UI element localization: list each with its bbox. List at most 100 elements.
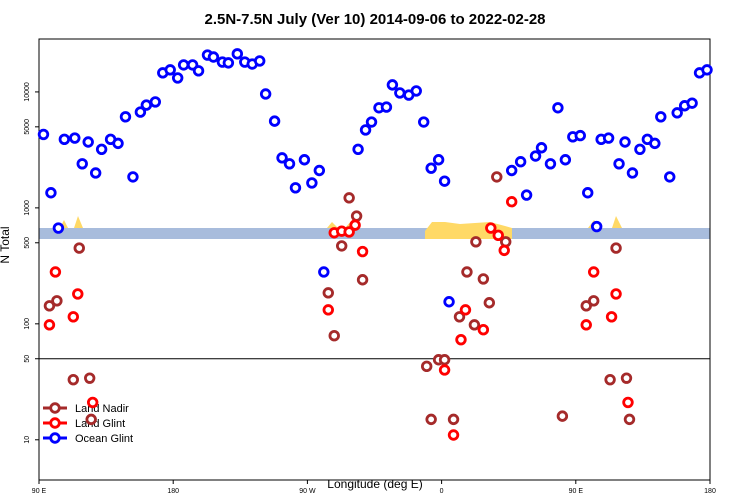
point xyxy=(455,333,467,346)
point xyxy=(447,429,460,441)
point xyxy=(380,101,393,113)
point xyxy=(335,240,348,252)
point xyxy=(359,124,372,136)
point xyxy=(95,143,108,155)
point xyxy=(192,65,205,77)
point xyxy=(520,189,533,201)
point xyxy=(45,187,57,199)
point xyxy=(253,55,266,67)
y-tick-label: 500 xyxy=(24,237,31,249)
point xyxy=(590,220,603,233)
point xyxy=(492,229,504,242)
point xyxy=(432,154,445,166)
point xyxy=(67,373,79,386)
point xyxy=(574,129,586,142)
legend-label: Land Nadir xyxy=(75,403,129,415)
legend-label: Ocean Glint xyxy=(75,433,133,445)
point xyxy=(49,266,62,278)
point xyxy=(622,396,634,409)
point xyxy=(559,154,572,166)
x-tick-label: 90 E xyxy=(569,488,584,495)
point xyxy=(85,413,97,426)
point xyxy=(231,48,244,60)
x-tick-label: 0 xyxy=(440,488,444,495)
point xyxy=(477,273,490,285)
legend-marker xyxy=(49,432,61,444)
point xyxy=(453,311,466,323)
point xyxy=(82,136,94,148)
point xyxy=(613,158,625,170)
y-tick-label: 100 xyxy=(24,318,31,330)
point xyxy=(276,152,288,164)
point xyxy=(222,57,235,69)
point xyxy=(604,373,616,386)
point xyxy=(610,288,622,300)
point xyxy=(127,171,139,183)
point xyxy=(164,64,176,76)
x-tick-label: 180 xyxy=(704,488,716,495)
point xyxy=(134,106,147,118)
yellow-area xyxy=(60,216,622,239)
point xyxy=(72,288,84,300)
point xyxy=(356,245,369,258)
point xyxy=(610,242,622,254)
point xyxy=(420,360,433,373)
point xyxy=(491,171,503,183)
point xyxy=(112,137,124,150)
point xyxy=(356,274,369,286)
point xyxy=(207,51,220,63)
point xyxy=(580,300,592,312)
point xyxy=(322,304,334,316)
point xyxy=(83,372,96,384)
point xyxy=(529,150,542,162)
point xyxy=(438,175,451,187)
point xyxy=(425,162,437,174)
point xyxy=(343,226,355,238)
x-tick-label: 180 xyxy=(167,488,179,495)
plot-frame xyxy=(38,38,711,481)
point xyxy=(177,59,190,71)
point xyxy=(556,410,569,422)
point xyxy=(259,88,272,100)
point xyxy=(171,72,184,84)
point xyxy=(322,287,334,299)
point xyxy=(37,128,50,141)
point xyxy=(498,244,510,257)
x-tick-label: 90 W xyxy=(299,488,316,495)
point xyxy=(623,413,636,426)
y-axis-label: N Total xyxy=(0,226,12,263)
point xyxy=(701,64,713,76)
point xyxy=(365,116,378,128)
point xyxy=(470,236,482,248)
point xyxy=(438,354,451,366)
point xyxy=(318,266,330,278)
point xyxy=(343,192,355,204)
legend-marker xyxy=(49,402,61,414)
point xyxy=(626,167,639,179)
point xyxy=(43,300,56,312)
point xyxy=(313,164,326,177)
point xyxy=(634,143,646,155)
y-tick-label: 10 xyxy=(24,436,31,444)
point xyxy=(664,171,676,183)
point xyxy=(76,158,88,170)
point xyxy=(140,99,153,111)
point xyxy=(447,413,460,426)
point xyxy=(587,266,600,278)
point xyxy=(485,222,497,234)
point xyxy=(86,396,99,409)
x-axis-label: Longitude (deg E) xyxy=(327,477,422,491)
point xyxy=(655,111,667,123)
point xyxy=(394,87,406,99)
point xyxy=(477,323,490,336)
point xyxy=(443,296,455,308)
point xyxy=(425,413,437,426)
blue-band xyxy=(39,228,710,239)
point xyxy=(58,133,71,146)
chart-title: 2.5N-7.5N July (Ver 10) 2014-09-06 to 20… xyxy=(204,11,545,28)
point xyxy=(289,182,302,194)
point xyxy=(67,311,79,323)
point xyxy=(350,210,363,222)
point xyxy=(328,330,340,342)
y-tick-label: 5000 xyxy=(24,119,31,135)
